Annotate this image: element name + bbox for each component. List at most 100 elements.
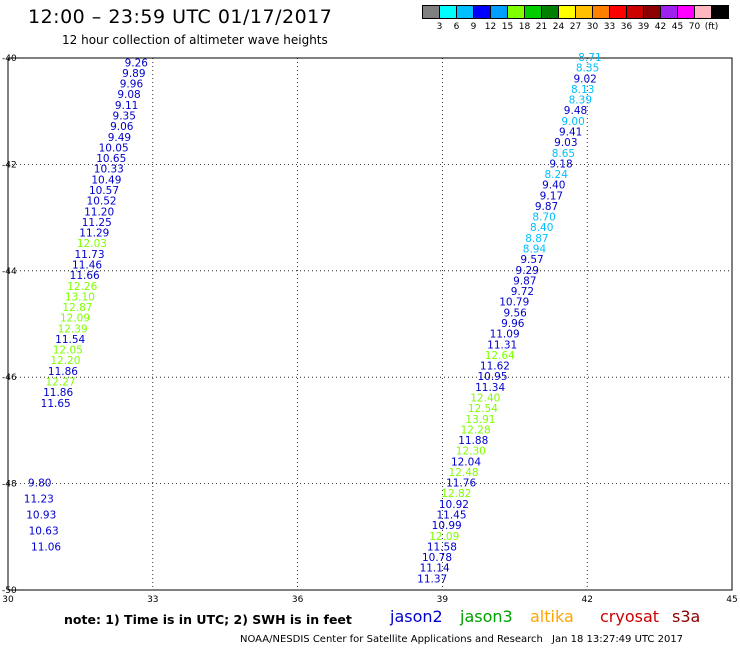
wave-height-label: 8.94 [523, 244, 547, 256]
y-tick-label: -50 [2, 586, 17, 596]
color-bar-label: 42 [654, 22, 667, 32]
color-bar-label: 30 [586, 22, 599, 32]
wave-height-label: 11.54 [55, 334, 85, 346]
wave-height-label: 10.65 [96, 153, 126, 165]
color-bar-swatch [575, 5, 593, 19]
wave-height-label: 12.54 [468, 403, 498, 415]
wave-height-label: 11.45 [436, 510, 466, 522]
wave-height-label: 9.96 [501, 318, 525, 330]
x-tick-label: 36 [292, 595, 304, 605]
y-tick-label: -44 [2, 267, 17, 277]
wave-height-label: 8.24 [545, 169, 569, 181]
color-bar-label: 45 [671, 22, 684, 32]
wave-height-label: 8.40 [530, 222, 553, 234]
wave-height-label: 10.79 [499, 297, 529, 309]
color-bar-label: 70 [688, 22, 701, 32]
color-bar-label: 18 [518, 22, 531, 32]
wave-height-label: 11.23 [24, 494, 54, 506]
color-bar-swatch [558, 5, 576, 19]
wave-height-label: 8.71 [578, 52, 601, 64]
wave-height-label: 11.31 [487, 339, 517, 351]
wave-height-label: 11.73 [74, 249, 104, 261]
wave-height-label: 8.70 [532, 212, 555, 224]
color-bar-swatch [660, 5, 678, 19]
wave-height-label: 12.48 [449, 467, 479, 479]
wave-height-label: 9.02 [573, 73, 596, 85]
wave-height-label: 12.26 [67, 281, 97, 293]
color-bar-swatch [694, 5, 712, 19]
generated-timestamp: Jan 18 13:27:49 UTC 2017 [552, 634, 684, 645]
x-tick-label: 45 [726, 595, 737, 605]
wave-height-label: 11.34 [475, 382, 505, 394]
legend-item-altika: altika [530, 607, 574, 626]
color-bar-label: 24 [552, 22, 565, 32]
wave-height-label: 12.64 [485, 350, 515, 362]
wave-height-label: 12.87 [62, 302, 92, 314]
color-bar-label: 6 [453, 22, 460, 32]
y-tick-label: -46 [2, 373, 17, 383]
color-bar-label: 33 [603, 22, 616, 32]
y-tick-label: -42 [2, 160, 17, 170]
color-bar-swatch [439, 5, 457, 19]
wave-height-label: 8.35 [576, 63, 599, 75]
plot-frame [7, 57, 733, 591]
color-bar-label: 39 [637, 22, 650, 32]
wave-height-label: 13.10 [65, 291, 95, 303]
wave-height-label: 10.33 [94, 164, 124, 176]
wave-height-label: 9.03 [554, 137, 577, 149]
color-bar-swatch [422, 5, 440, 19]
wave-height-label: 9.57 [520, 254, 543, 266]
wave-height-label: 11.37 [417, 573, 447, 585]
wave-height-label: 11.62 [480, 361, 510, 373]
wave-height-label: 8.39 [569, 95, 592, 107]
wave-height-label: 10.52 [87, 196, 117, 208]
footnote: note: 1) Time is in UTC; 2) SWH is in fe… [64, 612, 352, 627]
wave-height-label: 12.09 [60, 313, 90, 325]
wave-height-label: 9.11 [115, 100, 138, 112]
wave-height-label: 9.26 [125, 57, 149, 69]
wave-height-label: 11.09 [490, 329, 520, 341]
wave-height-label: 9.29 [516, 265, 539, 277]
wave-height-label: 10.57 [89, 185, 119, 197]
color-bar-swatch [592, 5, 610, 19]
wave-height-label: 8.13 [571, 84, 594, 96]
wave-height-label: 12.28 [461, 424, 491, 436]
wave-height-label: 11.20 [84, 206, 114, 218]
color-bar-swatch [456, 5, 474, 19]
wave-height-label: 12.39 [58, 323, 88, 335]
wave-height-label: 11.29 [79, 228, 109, 240]
wave-height-label: 9.87 [513, 275, 536, 287]
color-bar-swatch [490, 5, 508, 19]
wave-height-label: 9.06 [110, 121, 134, 133]
color-bar-swatch [677, 5, 695, 19]
y-tick-label: -48 [2, 480, 17, 490]
wave-height-label: 12.27 [46, 377, 76, 389]
x-tick-label: 42 [581, 595, 592, 605]
wave-height-label: 11.88 [458, 435, 488, 447]
color-bar-label: 36 [620, 22, 633, 32]
wave-height-label: 11.46 [72, 259, 102, 271]
color-bar-label: 9 [470, 22, 477, 32]
y-tick-label: -40 [2, 54, 17, 64]
x-tick-label: 39 [437, 595, 449, 605]
wave-height-label: 12.20 [50, 355, 80, 367]
wave-height-label: 12.05 [53, 345, 83, 357]
wave-height-label: 9.48 [564, 105, 587, 117]
wave-height-label: 11.25 [82, 217, 112, 229]
wave-height-label: 9.96 [120, 79, 144, 91]
color-bar-label: 27 [569, 22, 582, 32]
wave-height-label: 10.93 [26, 510, 56, 522]
wave-height-label: 9.56 [503, 307, 527, 319]
color-bar-label: 15 [501, 22, 514, 32]
wave-height-label: 9.40 [542, 180, 565, 192]
legend-item-s3a: s3a [672, 607, 701, 626]
wave-height-label: 11.86 [48, 366, 78, 378]
wave-height-label: 12.30 [456, 446, 486, 458]
color-bar-label: (ft) [704, 22, 719, 32]
wave-height-label: 10.49 [91, 174, 121, 186]
legend-item-jason3: jason3 [460, 607, 513, 626]
color-bar-swatch [524, 5, 542, 19]
wave-height-label: 12.09 [429, 531, 459, 543]
wave-height-label: 12.03 [77, 238, 107, 250]
